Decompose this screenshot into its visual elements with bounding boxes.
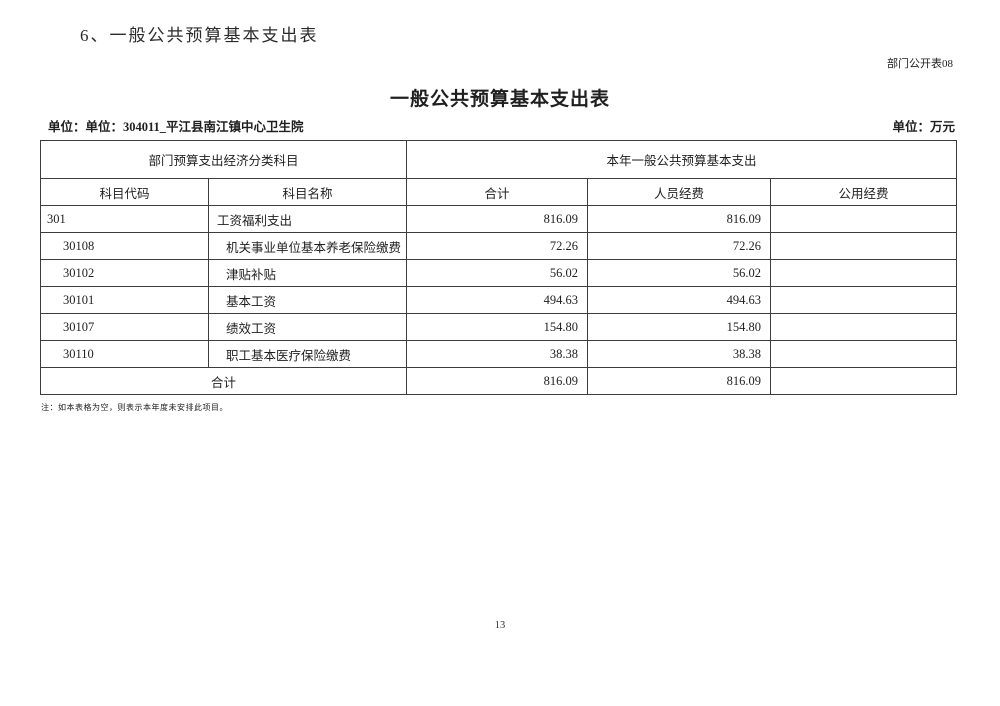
subject-code-cell: 30101 <box>40 286 209 314</box>
col-header-total: 合计 <box>406 178 589 206</box>
header-group-row: 部门预算支出经济分类科目 本年一般公共预算基本支出 <box>39 140 958 179</box>
subject-code-cell: 30102 <box>40 259 209 287</box>
grand-total-cell: 816.09 <box>406 367 589 395</box>
header-group-right: 本年一般公共预算基本支出 <box>406 140 958 179</box>
total-cell: 816.09 <box>406 205 589 233</box>
total-cell: 38.38 <box>406 340 589 368</box>
subject-name-cell: 职工基本医疗保险缴费 <box>207 340 408 368</box>
subject-name-cell: 津贴补贴 <box>207 259 408 287</box>
personnel-cell: 56.02 <box>587 259 772 287</box>
page-number: 13 <box>494 620 506 631</box>
subject-name-cell: 工资福利支出 <box>207 205 408 233</box>
subject-code-cell: 301 <box>40 205 209 233</box>
budget-table: 部门预算支出经济分类科目 本年一般公共预算基本支出 科目代码 科目名称 合计 人… <box>39 140 958 395</box>
public-cell <box>770 232 958 260</box>
personnel-cell: 494.63 <box>587 286 772 314</box>
personnel-cell: 154.80 <box>587 313 772 341</box>
table-row: 30107 绩效工资 154.80 154.80 <box>40 313 958 341</box>
personnel-cell: 816.09 <box>587 205 772 233</box>
total-cell: 154.80 <box>406 313 589 341</box>
table-row: 30101 基本工资 494.63 494.63 <box>40 286 958 314</box>
column-header-row: 科目代码 科目名称 合计 人员经费 公用经费 <box>40 178 958 206</box>
public-cell <box>770 205 958 233</box>
total-cell: 56.02 <box>406 259 589 287</box>
subject-code-cell: 30107 <box>40 313 209 341</box>
grand-public-cell <box>770 367 958 395</box>
personnel-cell: 38.38 <box>587 340 772 368</box>
public-cell <box>770 340 958 368</box>
grand-total-row: 合计 816.09 816.09 <box>39 367 958 395</box>
subject-name-cell: 机关事业单位基本养老保险缴费 <box>207 232 408 260</box>
footnote: 注：如本表格为空，则表示本年度未安排此项目。 <box>41 403 228 412</box>
doc-label: 部门公开表08 <box>887 58 953 70</box>
col-header-name: 科目名称 <box>207 178 408 206</box>
unit-name-label: 单位：单位：304011_平江县南江镇中心卫生院 <box>48 120 304 134</box>
grand-total-label-cell: 合计 <box>39 367 408 395</box>
subject-name-cell: 绩效工资 <box>207 313 408 341</box>
table-row: 30102 津贴补贴 56.02 56.02 <box>40 259 958 287</box>
total-cell: 494.63 <box>406 286 589 314</box>
personnel-cell: 72.26 <box>587 232 772 260</box>
public-cell <box>770 286 958 314</box>
subject-code-cell: 30108 <box>40 232 209 260</box>
header-group-left: 部门预算支出经济分类科目 <box>39 140 408 179</box>
public-cell <box>770 313 958 341</box>
table-row: 30110 职工基本医疗保险缴费 38.38 38.38 <box>40 340 958 368</box>
table-row: 30108 机关事业单位基本养老保险缴费 72.26 72.26 <box>40 232 958 260</box>
subject-code-cell: 30110 <box>40 340 209 368</box>
unit-row: 单位：单位：304011_平江县南江镇中心卫生院 单位：万元 <box>48 116 955 135</box>
unit-currency-label: 单位：万元 <box>892 120 955 134</box>
page-title: 一般公共预算基本支出表 <box>389 89 610 110</box>
total-cell: 72.26 <box>406 232 589 260</box>
grand-personnel-cell: 816.09 <box>587 367 772 395</box>
col-header-personnel: 人员经费 <box>587 178 772 206</box>
section-heading: 6、一般公共预算基本支出表 <box>80 26 319 45</box>
subject-name-cell: 基本工资 <box>207 286 408 314</box>
col-header-code: 科目代码 <box>40 178 209 206</box>
col-header-public: 公用经费 <box>770 178 958 206</box>
public-cell <box>770 259 958 287</box>
table-row: 301 工资福利支出 816.09 816.09 <box>40 205 958 233</box>
